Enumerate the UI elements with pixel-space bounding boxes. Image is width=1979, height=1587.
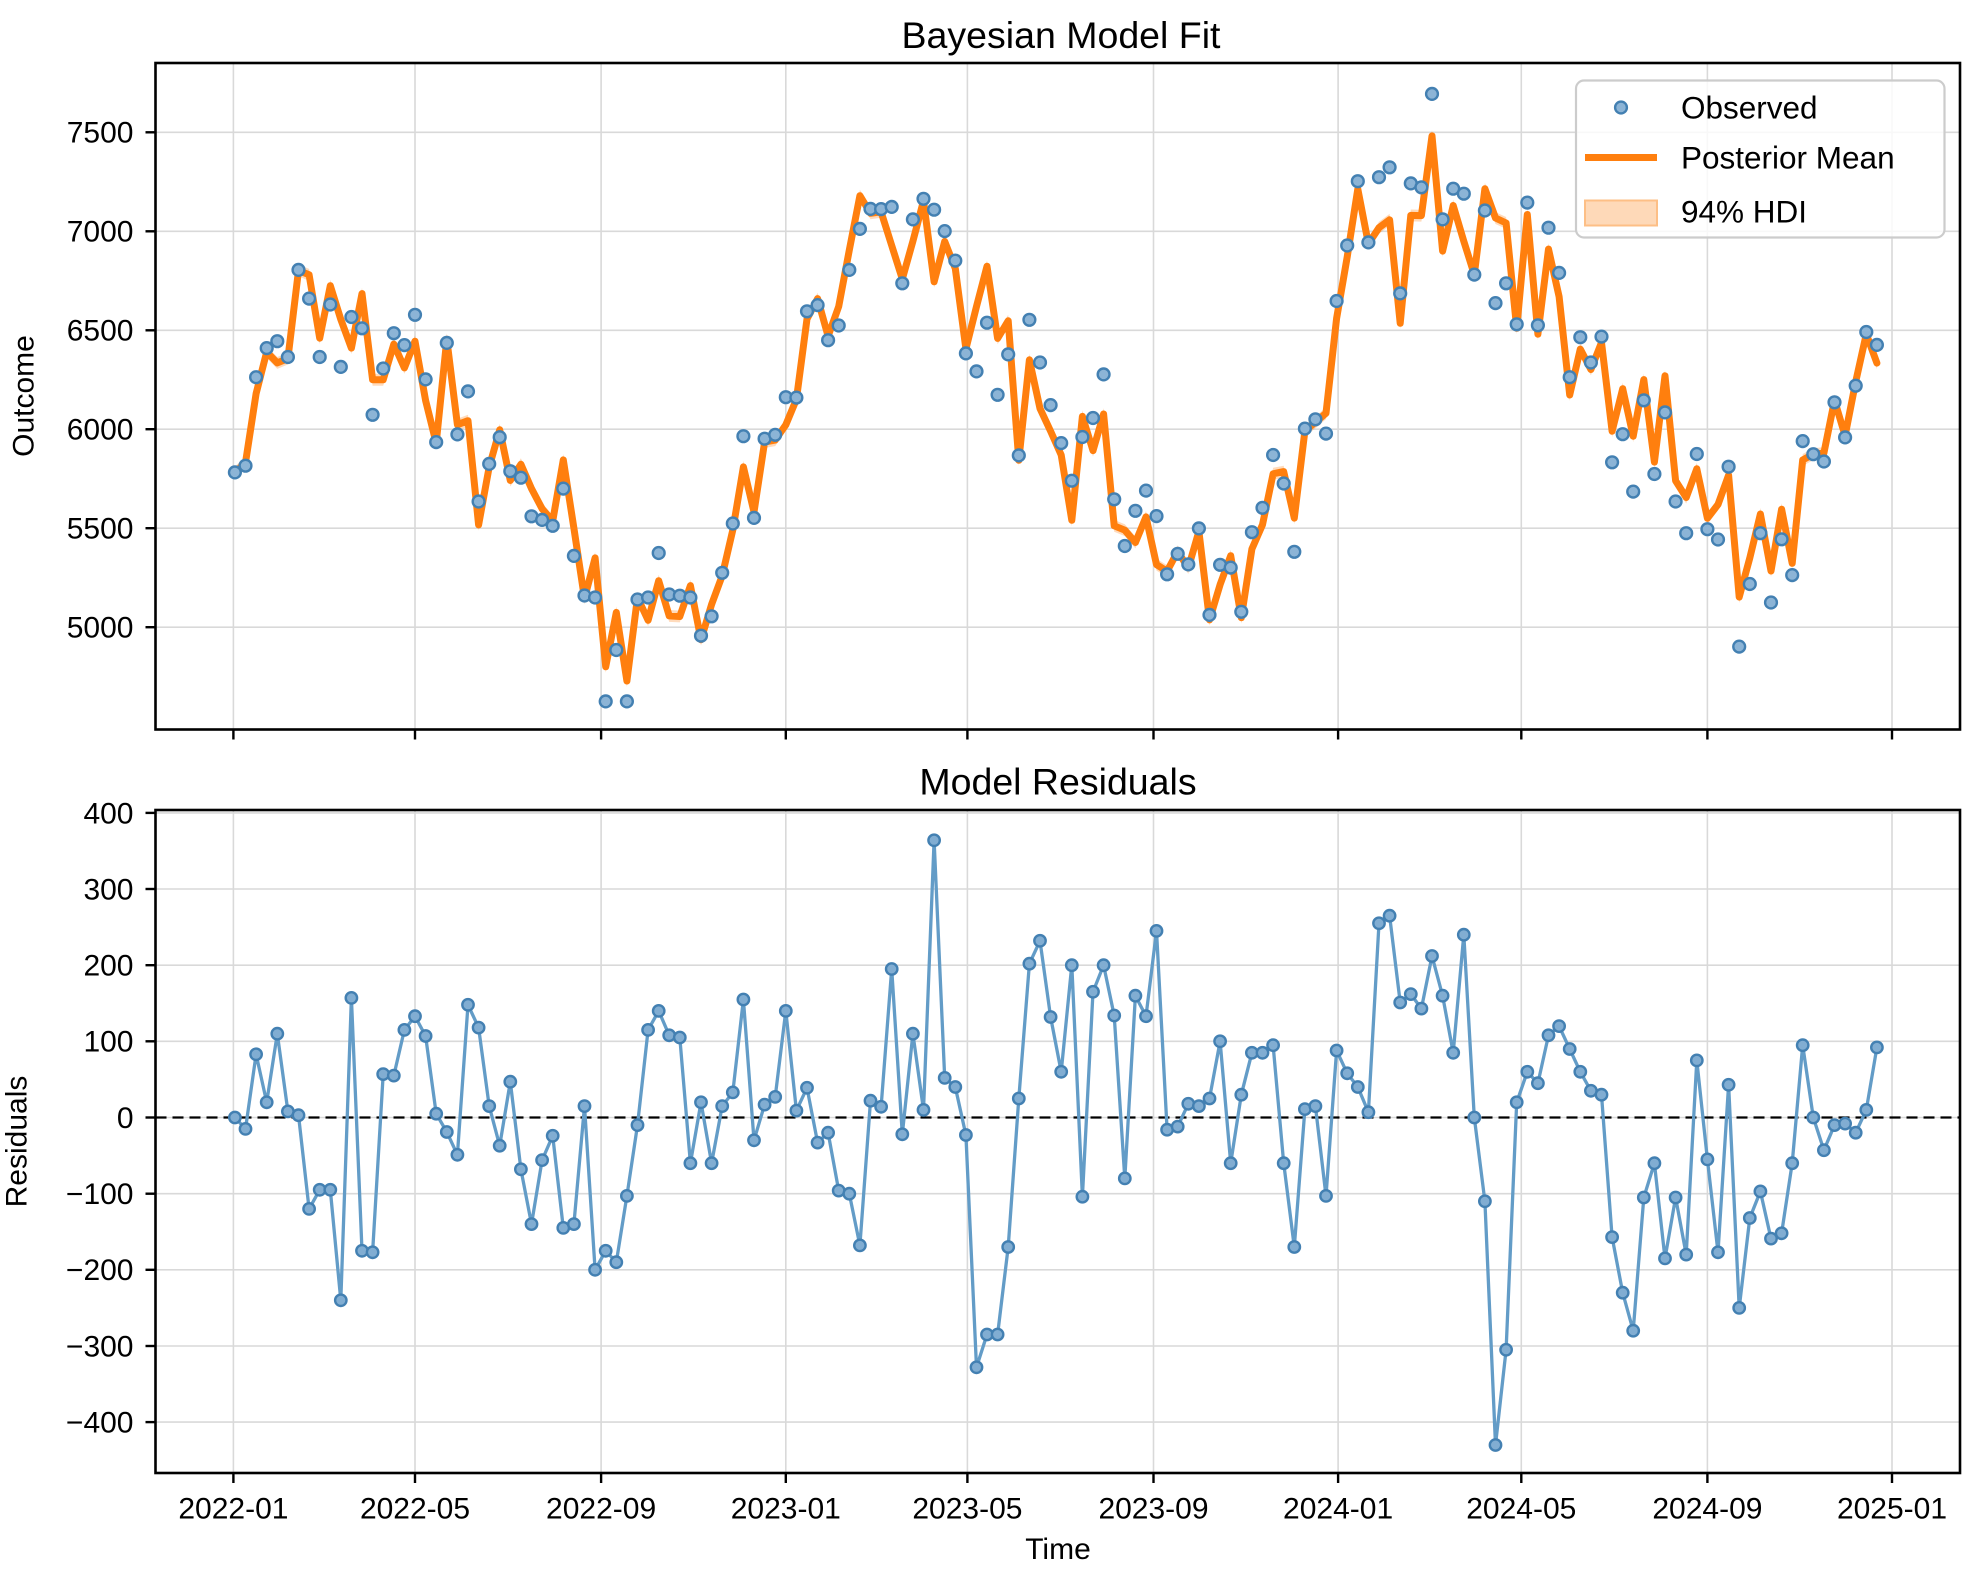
svg-text:2024-01: 2024-01 bbox=[1283, 1493, 1393, 1526]
svg-text:2023-09: 2023-09 bbox=[1098, 1493, 1208, 1526]
svg-text:−100: −100 bbox=[66, 1178, 134, 1211]
svg-text:Observed: Observed bbox=[1681, 90, 1818, 126]
svg-text:6000: 6000 bbox=[67, 414, 134, 447]
svg-text:Residuals: Residuals bbox=[1, 1076, 34, 1208]
svg-text:7000: 7000 bbox=[67, 216, 134, 249]
svg-text:94% HDI: 94% HDI bbox=[1681, 194, 1807, 230]
svg-text:2022-05: 2022-05 bbox=[360, 1493, 470, 1526]
svg-text:5500: 5500 bbox=[67, 513, 134, 546]
svg-text:Bayesian Model Fit: Bayesian Model Fit bbox=[902, 14, 1221, 56]
svg-text:−200: −200 bbox=[66, 1254, 134, 1287]
svg-text:Time: Time bbox=[1025, 1533, 1091, 1566]
svg-text:400: 400 bbox=[83, 797, 133, 830]
svg-text:2023-01: 2023-01 bbox=[731, 1493, 841, 1526]
svg-text:Outcome: Outcome bbox=[8, 335, 41, 457]
svg-text:2025-01: 2025-01 bbox=[1837, 1493, 1947, 1526]
svg-text:5000: 5000 bbox=[67, 612, 134, 645]
svg-text:Model Residuals: Model Residuals bbox=[919, 761, 1196, 803]
svg-text:−400: −400 bbox=[66, 1407, 134, 1440]
svg-text:2023-05: 2023-05 bbox=[912, 1493, 1022, 1526]
svg-text:0: 0 bbox=[117, 1102, 134, 1135]
svg-text:100: 100 bbox=[83, 1026, 133, 1059]
svg-text:7500: 7500 bbox=[67, 117, 134, 150]
svg-text:−300: −300 bbox=[66, 1330, 134, 1363]
svg-text:300: 300 bbox=[83, 873, 133, 906]
svg-text:2022-01: 2022-01 bbox=[178, 1493, 288, 1526]
svg-text:Posterior Mean: Posterior Mean bbox=[1681, 140, 1895, 176]
svg-text:2022-09: 2022-09 bbox=[546, 1493, 656, 1526]
svg-text:2024-05: 2024-05 bbox=[1466, 1493, 1576, 1526]
svg-text:6500: 6500 bbox=[67, 315, 134, 348]
svg-text:200: 200 bbox=[83, 950, 133, 983]
svg-text:2024-09: 2024-09 bbox=[1652, 1493, 1762, 1526]
